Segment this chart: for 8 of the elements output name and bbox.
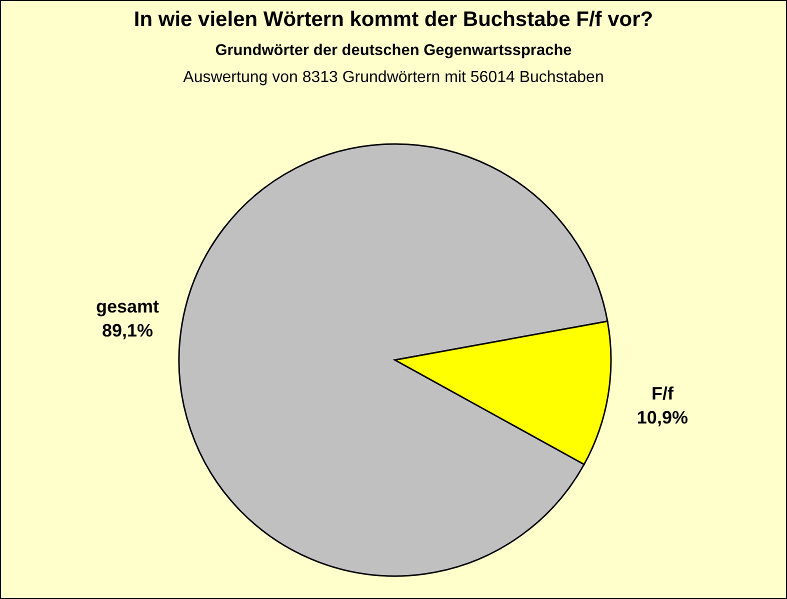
text: Auswertung von 8313 Grundwörtern mit 56014 Buchstaben (182, 68, 605, 88)
pie-slice (178, 143, 608, 576)
data-label: 89,1% (102, 320, 154, 340)
chart-subtitle: Grundwörter der deutschen Gegenwartssprache (214, 41, 573, 61)
data-label: 10,9% (636, 408, 688, 428)
chart-title: In wie vielen Wörtern kommt der Buchstabe F/f vor? (132, 7, 654, 33)
slice-label: gesamt (96, 296, 160, 316)
slice-label: F/f (651, 384, 674, 404)
